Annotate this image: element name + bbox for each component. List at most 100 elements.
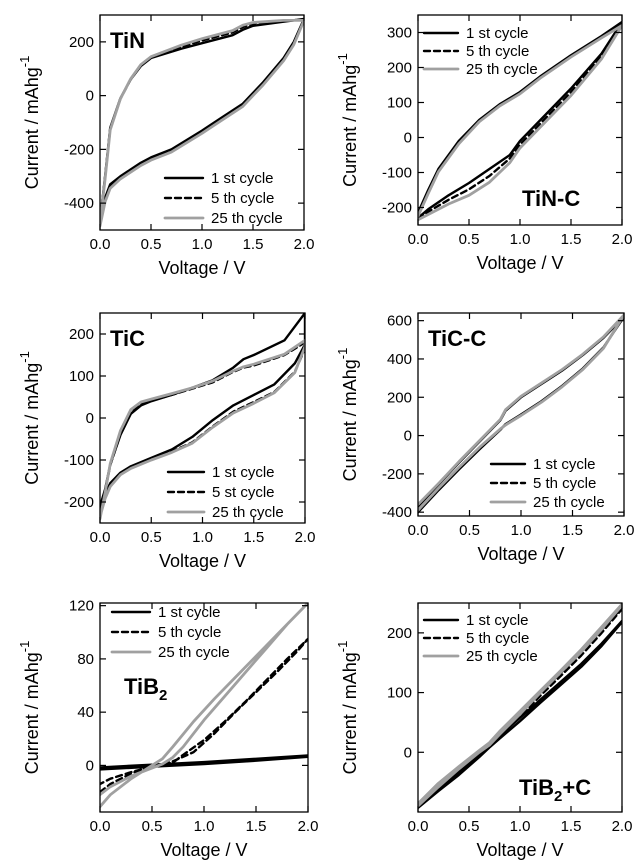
x-tick-label: 0.0 bbox=[408, 818, 429, 835]
x-tick-label: 0.0 bbox=[408, 522, 429, 539]
x-axis-title: Voltage / V bbox=[477, 544, 564, 564]
y-tick-label: 100 bbox=[387, 95, 412, 112]
x-tick-label: 0.5 bbox=[141, 529, 162, 546]
y-tick-label: 400 bbox=[387, 351, 412, 368]
y-tick-label: 0 bbox=[86, 88, 94, 105]
series-line-1 bbox=[418, 20, 622, 220]
series-line-3 bbox=[418, 313, 624, 512]
panel-title-text: TiB bbox=[519, 775, 554, 800]
y-axis-title-superscript: -1 bbox=[335, 641, 350, 653]
x-tick-label: 2.0 bbox=[295, 529, 316, 546]
y-tick-label: 200 bbox=[387, 60, 412, 77]
x-axis-title: Voltage / V bbox=[159, 551, 246, 571]
x-tick-label: 1.0 bbox=[510, 231, 531, 248]
legend-label: 5 th cycle bbox=[466, 43, 529, 60]
series-line-2 bbox=[100, 637, 308, 794]
y-tick-label: 0 bbox=[86, 757, 94, 774]
chart-panel-1: 0.0 0.5 1.0 1.5 2.0 -400 -200 0 200 Voltage / V Cu… bbox=[17, 14, 315, 278]
y-axis-title: Current / mAhg-1 bbox=[17, 351, 42, 485]
x-tick-label: 2.0 bbox=[294, 236, 315, 253]
panel-title: TiB2 bbox=[124, 674, 167, 704]
y-axis-title-superscript: -1 bbox=[17, 351, 32, 363]
y-axis-title-superscript: -1 bbox=[335, 53, 350, 65]
x-tick-label: 0.0 bbox=[90, 236, 111, 253]
x-tick-label: 1.5 bbox=[562, 522, 583, 539]
y-tick-label: 80 bbox=[77, 651, 94, 668]
x-tick-label: 2.0 bbox=[298, 818, 319, 835]
y-tick-label: -400 bbox=[382, 504, 412, 521]
x-tick-label: 1.0 bbox=[510, 818, 531, 835]
legend-label: 5 th cycle bbox=[533, 475, 596, 492]
x-tick-label: 1.0 bbox=[192, 236, 213, 253]
x-tick-label: 1.0 bbox=[192, 529, 213, 546]
series-line-3 bbox=[418, 24, 622, 222]
y-axis-title-text: Current / mAhg bbox=[340, 652, 360, 774]
legend-label: 25 th cycle bbox=[212, 504, 284, 521]
panel-title-text: TiC-C bbox=[428, 326, 486, 351]
series-line-3 bbox=[100, 338, 305, 521]
x-tick-label: 0.0 bbox=[90, 818, 111, 835]
x-tick-label: 1.5 bbox=[561, 231, 582, 248]
series-line-3 bbox=[100, 19, 304, 228]
y-axis-title-text: Current / mAhg bbox=[340, 359, 360, 481]
y-tick-label: 300 bbox=[387, 25, 412, 42]
panel-title: TiB2+C bbox=[519, 775, 591, 805]
y-axis-title: Current / mAhg-1 bbox=[335, 348, 360, 482]
y-tick-label: 600 bbox=[387, 313, 412, 330]
y-tick-label: 200 bbox=[69, 34, 94, 51]
chart-panel-4: 0.0 0.5 1.0 1.5 2.0 -400 -200 0 200 400 600 Voltage… bbox=[335, 312, 635, 564]
x-tick-label: 1.5 bbox=[243, 529, 264, 546]
legend-label: 1 st cycle bbox=[466, 25, 529, 42]
legend-label: 25 th cycle bbox=[211, 210, 283, 227]
legend-label: 1 st cycle bbox=[211, 170, 274, 187]
series-line-3 bbox=[418, 603, 622, 808]
y-tick-label: 200 bbox=[387, 389, 412, 406]
legend-label: 5 th cycle bbox=[466, 630, 529, 647]
x-tick-label: 0.5 bbox=[459, 231, 480, 248]
x-tick-label: 2.0 bbox=[612, 818, 633, 835]
legend-label: 5 st cycle bbox=[212, 484, 275, 501]
y-tick-label: 200 bbox=[69, 326, 94, 343]
y-tick-label: -100 bbox=[382, 165, 412, 182]
x-axis-title: Voltage / V bbox=[158, 258, 245, 278]
legend-label: 5 th cycle bbox=[158, 624, 221, 641]
y-axis-title-superscript: -1 bbox=[17, 56, 32, 68]
y-axis-title: Current / mAhg-1 bbox=[335, 641, 360, 775]
legend-label: 25 th cycle bbox=[466, 648, 538, 665]
y-tick-label: 120 bbox=[69, 598, 94, 615]
chart-panel-5: 0.0 0.5 1.0 1.5 2.0 0 40 80 120 Voltage / V Curren… bbox=[17, 598, 318, 860]
y-tick-label: 0 bbox=[86, 410, 94, 427]
x-tick-label: 2.0 bbox=[614, 522, 635, 539]
panel-title: TiN-C bbox=[522, 186, 580, 211]
y-tick-label: -200 bbox=[64, 141, 94, 158]
x-tick-label: 0.5 bbox=[142, 818, 163, 835]
series-line-1 bbox=[100, 754, 308, 771]
x-tick-label: 0.0 bbox=[90, 529, 111, 546]
y-tick-label: -200 bbox=[382, 466, 412, 483]
x-axis-title: Voltage / V bbox=[160, 840, 247, 860]
y-tick-label: 0 bbox=[404, 428, 412, 445]
panel-title-subscript: 2 bbox=[159, 687, 167, 704]
y-tick-label: 40 bbox=[77, 704, 94, 721]
x-tick-label: 0.5 bbox=[141, 236, 162, 253]
legend-label: 1 st cycle bbox=[466, 612, 529, 629]
chart-panel-2: 0.0 0.5 1.0 1.5 2.0 -200 -100 0 100 200 300 Voltage… bbox=[335, 14, 633, 273]
legend-label: 1 st cycle bbox=[533, 456, 596, 473]
panel-title: TiC bbox=[110, 326, 145, 351]
legend-label: 25 th cycle bbox=[533, 494, 605, 511]
chart-panel-3: 0.0 0.5 1.0 1.5 2.0 -200 -100 0 100 200 Voltage / … bbox=[17, 312, 316, 571]
y-tick-label: -100 bbox=[64, 452, 94, 469]
panel-title-text: TiC bbox=[110, 326, 145, 351]
chart-panel-6: 0.0 0.5 1.0 1.5 2.0 0 100 200 Voltage / V Current… bbox=[335, 602, 633, 860]
y-axis-title: Current / mAhg-1 bbox=[335, 53, 360, 187]
y-axis-title-text: Current / mAhg bbox=[22, 67, 42, 189]
x-tick-label: 2.0 bbox=[612, 231, 633, 248]
legend-label: 1 st cycle bbox=[212, 464, 275, 481]
y-axis-title: Current / mAhg-1 bbox=[17, 56, 42, 190]
y-tick-label: 100 bbox=[387, 685, 412, 702]
series-line-3 bbox=[100, 603, 308, 809]
y-axis-title-superscript: -1 bbox=[17, 641, 32, 653]
panel-title: TiN bbox=[110, 28, 145, 53]
legend-label: 1 st cycle bbox=[158, 604, 221, 621]
